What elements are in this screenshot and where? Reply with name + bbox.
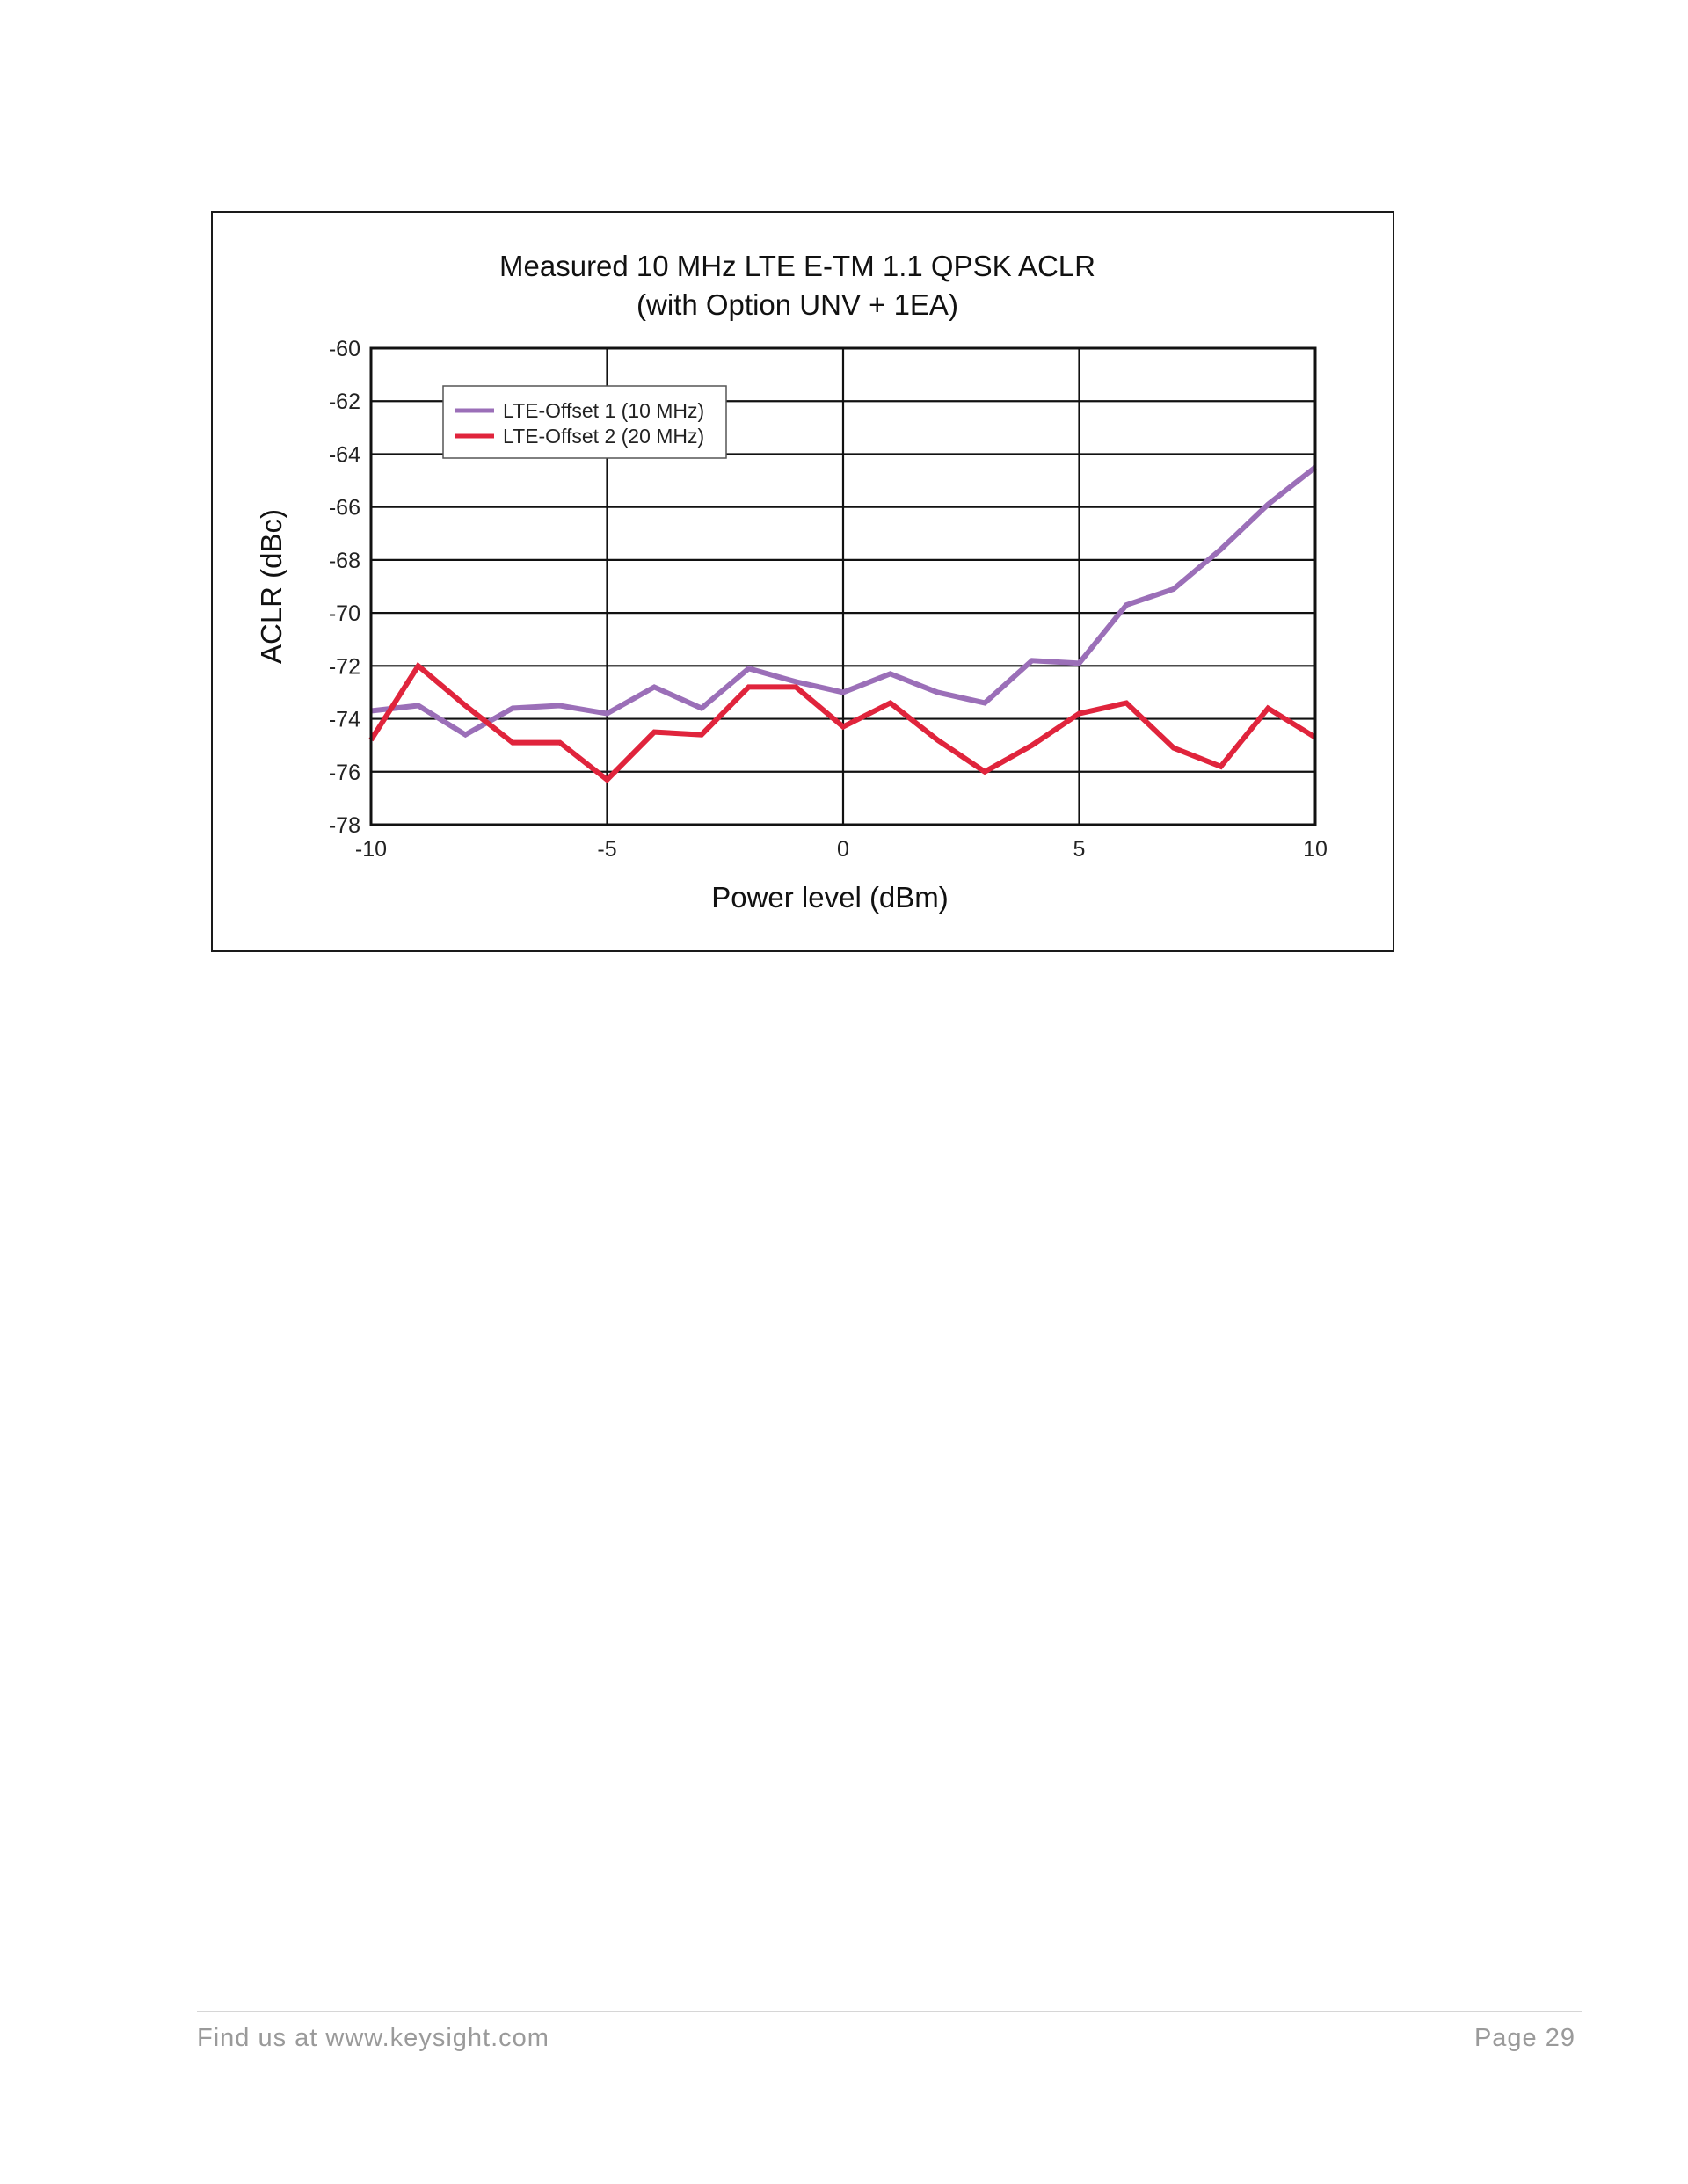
plot-area-border — [369, 346, 1317, 826]
chart-title: Measured 10 MHz LTE E-TM 1.1 QPSK ACLR — [499, 250, 1095, 282]
y-tick-label: -70 — [329, 601, 360, 626]
y-tick-label: -64 — [329, 442, 360, 467]
y-tick-label: -60 — [329, 337, 360, 361]
y-tick-labels: -60 -62 -64 -66 -68 -70 -72 -74 -76 -78 — [329, 337, 360, 838]
x-tick-label: -5 — [597, 837, 616, 862]
footer-page-number: Page 29 — [1473, 2024, 1575, 2052]
chart-frame: Measured 10 MHz LTE E-TM 1.1 QPSK ACLR (… — [211, 211, 1394, 952]
y-tick-label: -72 — [329, 654, 360, 679]
series-line-offset-1 — [370, 465, 1317, 739]
y-tick-label: -66 — [329, 496, 360, 521]
x-axis-label: Power level (dBm) — [711, 881, 949, 914]
y-tick-label: -74 — [329, 708, 360, 732]
x-tick-label: 0 — [837, 837, 849, 862]
aclr-line-chart: Measured 10 MHz LTE E-TM 1.1 QPSK ACLR (… — [255, 250, 1328, 914]
footer-website-text: Find us at www.keysight.com — [197, 2024, 549, 2052]
y-tick-label: -62 — [329, 389, 360, 414]
legend-label-offset-1: LTE-Offset 1 (10 MHz) — [503, 399, 704, 422]
legend-box — [442, 385, 727, 459]
chart-subtitle: (with Option UNV + 1EA) — [637, 288, 958, 321]
y-tick-label: -68 — [329, 549, 360, 573]
y-tick-label: -78 — [329, 813, 360, 838]
y-tick-label: -76 — [329, 761, 360, 785]
x-tick-label: -10 — [355, 837, 387, 862]
y-axis-label: ACLR (dBc) — [255, 509, 287, 664]
series-line-offset-2 — [368, 661, 1317, 783]
x-tick-labels: -10 -5 0 5 10 — [355, 837, 1328, 862]
series-lines — [368, 465, 1317, 783]
x-tick-label: 10 — [1303, 837, 1328, 862]
x-tick-label: 5 — [1073, 837, 1086, 862]
legend-label-offset-2: LTE-Offset 2 (20 MHz) — [503, 425, 704, 448]
footer-divider — [197, 2011, 1582, 2012]
legend: LTE-Offset 1 (10 MHz) LTE-Offset 2 (20 M… — [442, 385, 727, 459]
